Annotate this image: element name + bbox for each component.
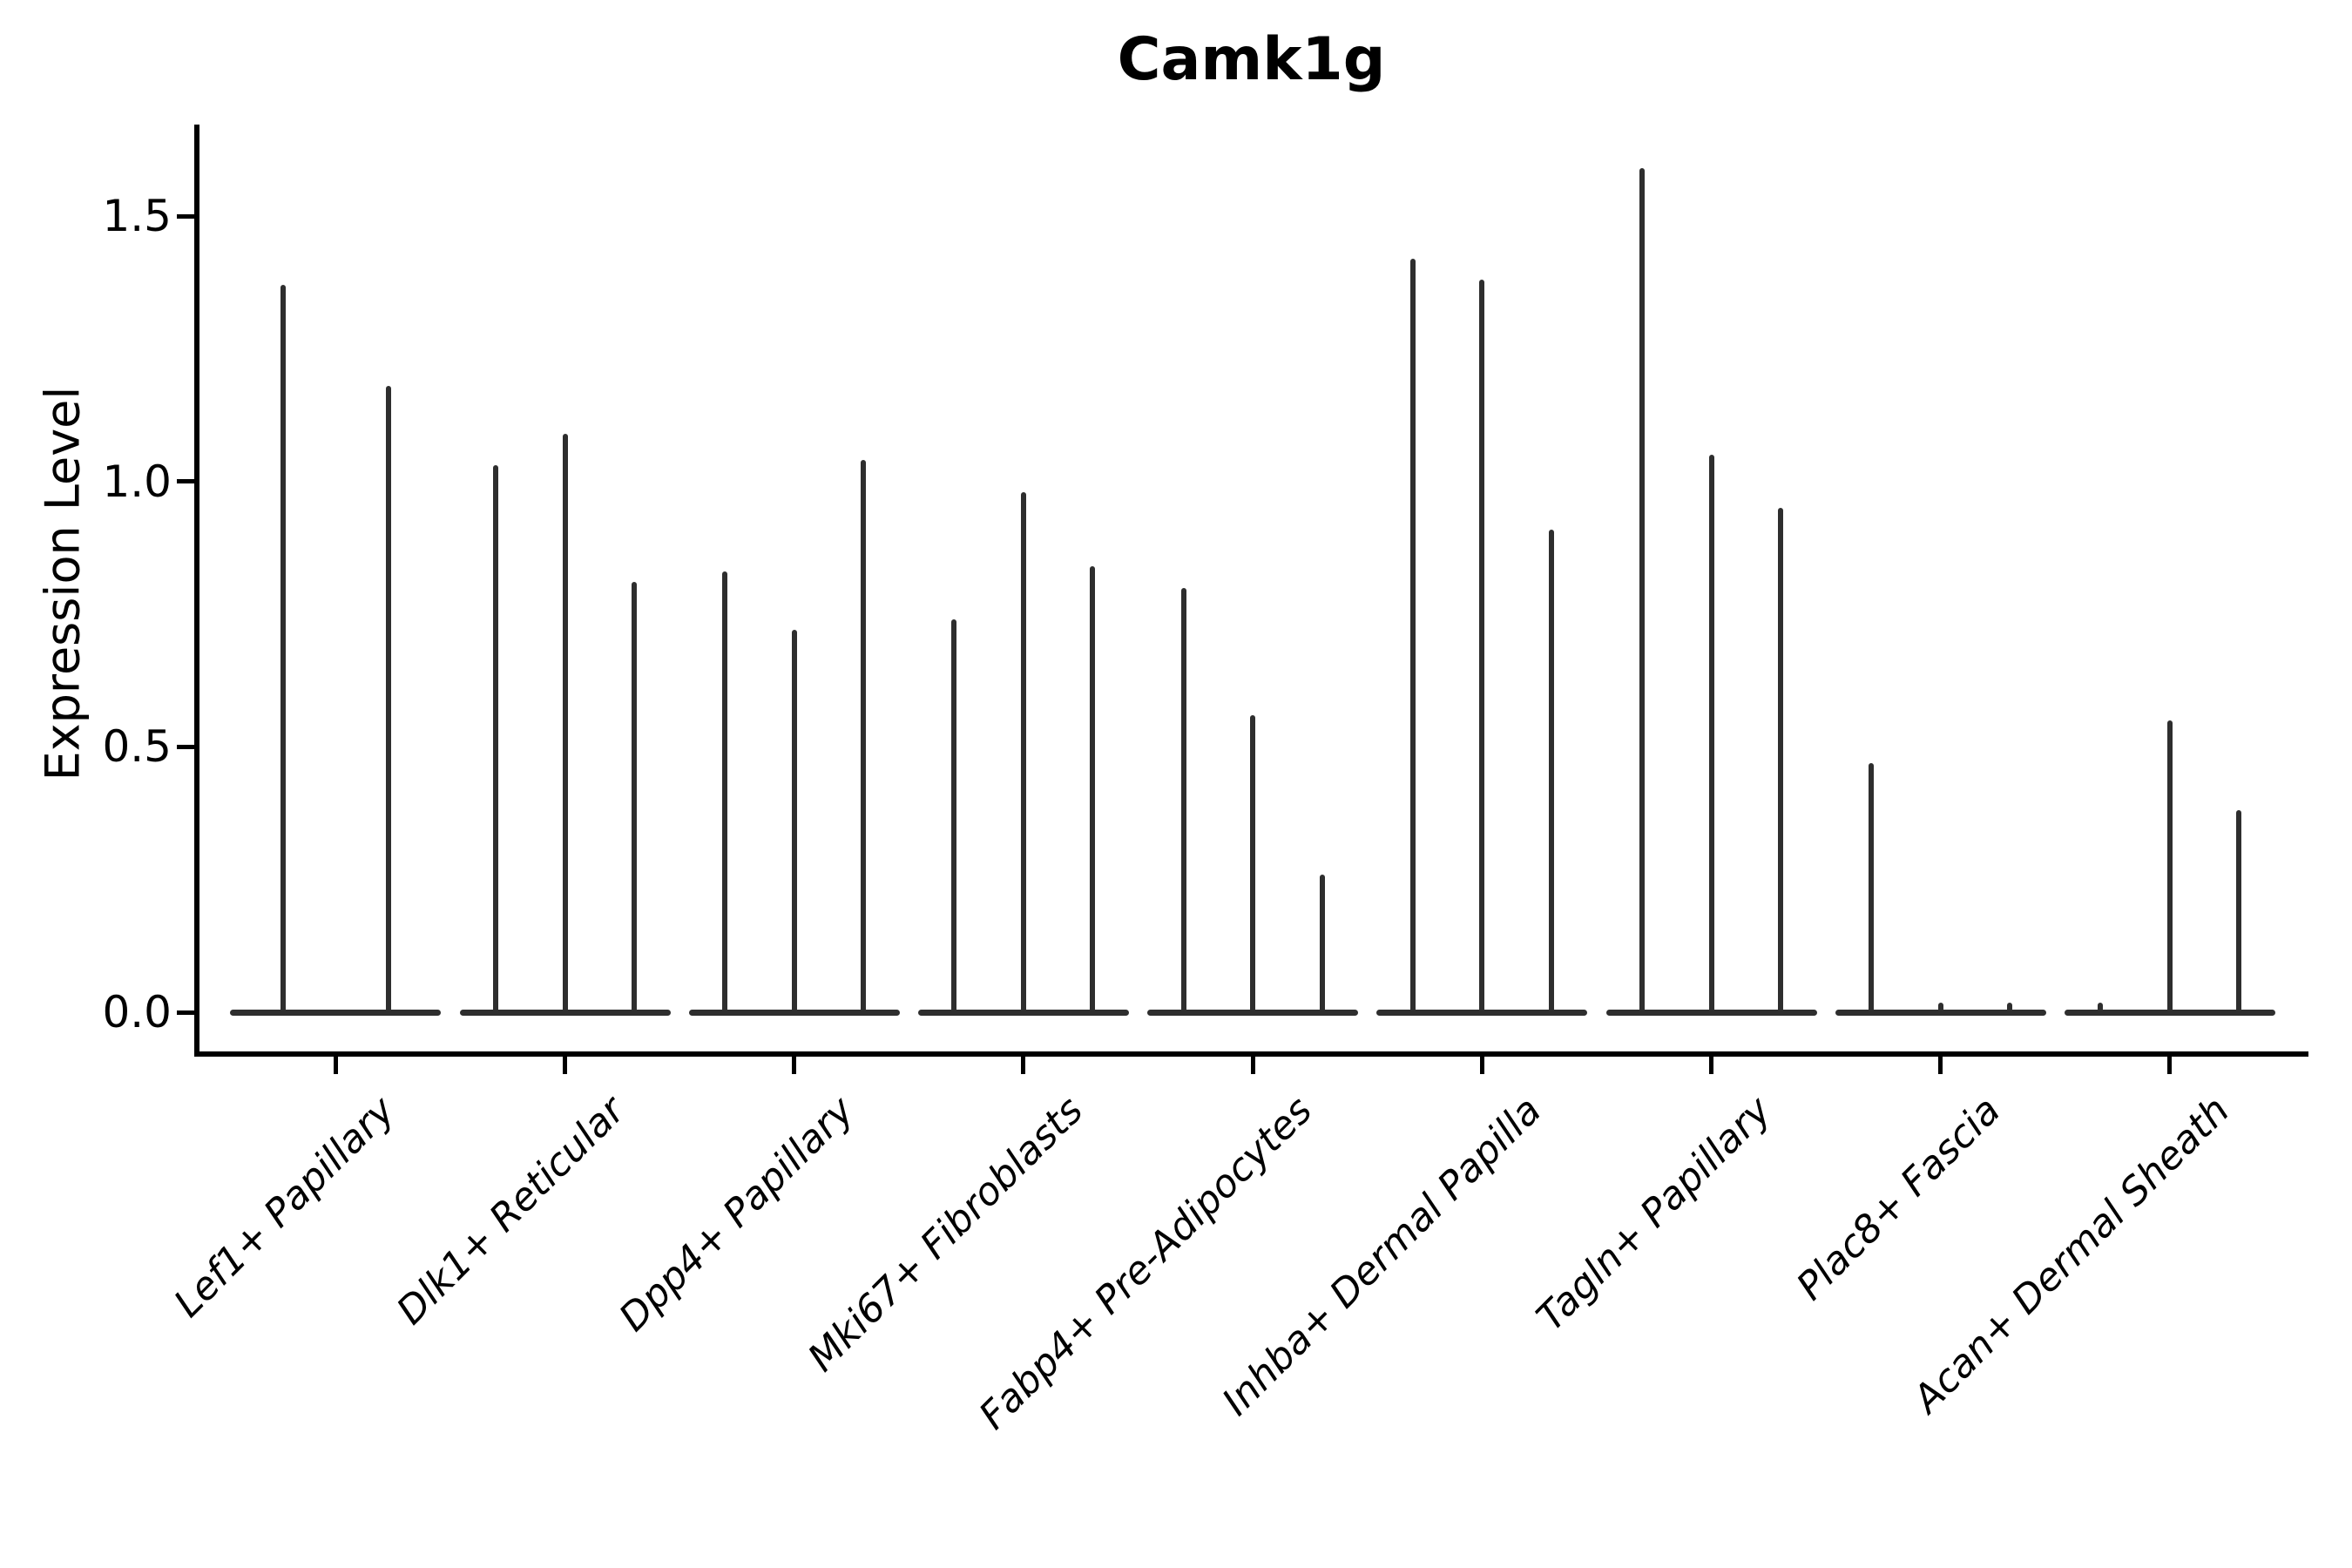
- x-tick-mark: [1938, 1057, 1943, 1074]
- violin-max-spike: [1409, 258, 1416, 1015]
- violin-max-spike: [2166, 720, 2173, 1015]
- violin-baseline: [1835, 1009, 2046, 1016]
- violin-max-spike: [1090, 566, 1096, 1015]
- x-tick-mark: [1479, 1057, 1484, 1074]
- violin-max-spike: [1479, 280, 1485, 1015]
- violin-max-spike: [1180, 587, 1186, 1015]
- violin-max-spike: [1250, 714, 1256, 1015]
- y-tick-label: 1.5: [102, 191, 172, 242]
- x-tick-mark: [2167, 1057, 2173, 1074]
- violin-zero-nub: [2007, 1003, 2013, 1012]
- x-tick-mark: [563, 1057, 567, 1074]
- x-tick-mark: [333, 1057, 338, 1074]
- x-tick-label: Dlk1+ Reticular: [388, 1088, 633, 1334]
- violin-max-spike: [951, 619, 957, 1015]
- y-tick-mark: [177, 1010, 194, 1015]
- violin-max-spike: [1319, 874, 1325, 1015]
- y-tick-label: 0.5: [102, 721, 172, 773]
- chart-title: Camk1g: [1117, 25, 1386, 94]
- violin-max-spike: [280, 285, 286, 1015]
- x-tick-label: Lef1+ Papillary: [166, 1088, 404, 1327]
- violin-max-spike: [493, 465, 498, 1015]
- violin-baseline: [230, 1009, 442, 1016]
- violin-max-spike: [1869, 762, 1875, 1015]
- y-tick-mark: [177, 479, 194, 484]
- x-tick-label: Tagln+ Papillary: [1528, 1088, 1780, 1340]
- y-tick-mark: [177, 213, 194, 219]
- x-tick-mark: [1250, 1057, 1255, 1074]
- x-tick-mark: [1709, 1057, 1713, 1074]
- x-tick-label: Dpp4+ Papillary: [610, 1088, 862, 1341]
- plot-area: [194, 125, 2308, 1057]
- violin-zero-nub: [2098, 1003, 2104, 1012]
- violin-max-spike: [1778, 508, 1783, 1015]
- violin-max-spike: [1708, 455, 1714, 1015]
- violin-max-spike: [385, 386, 391, 1015]
- violin-max-spike: [722, 571, 728, 1015]
- violin-zero-nub: [1937, 1003, 1943, 1012]
- violin-max-spike: [2236, 810, 2242, 1015]
- x-tick-mark: [792, 1057, 797, 1074]
- violin-max-spike: [632, 582, 637, 1015]
- violin-max-spike: [562, 433, 568, 1015]
- violin-max-spike: [791, 630, 797, 1015]
- x-tick-label: Plac8+ Fascia: [1788, 1088, 2009, 1309]
- violin-max-spike: [1548, 529, 1554, 1015]
- y-tick-label: 1.0: [102, 456, 172, 507]
- y-tick-label: 0.0: [102, 987, 172, 1037]
- violin-max-spike: [1020, 491, 1026, 1015]
- y-tick-mark: [177, 744, 194, 749]
- violin-max-spike: [1639, 168, 1645, 1015]
- violin-max-spike: [861, 460, 867, 1015]
- x-tick-mark: [1021, 1057, 1026, 1074]
